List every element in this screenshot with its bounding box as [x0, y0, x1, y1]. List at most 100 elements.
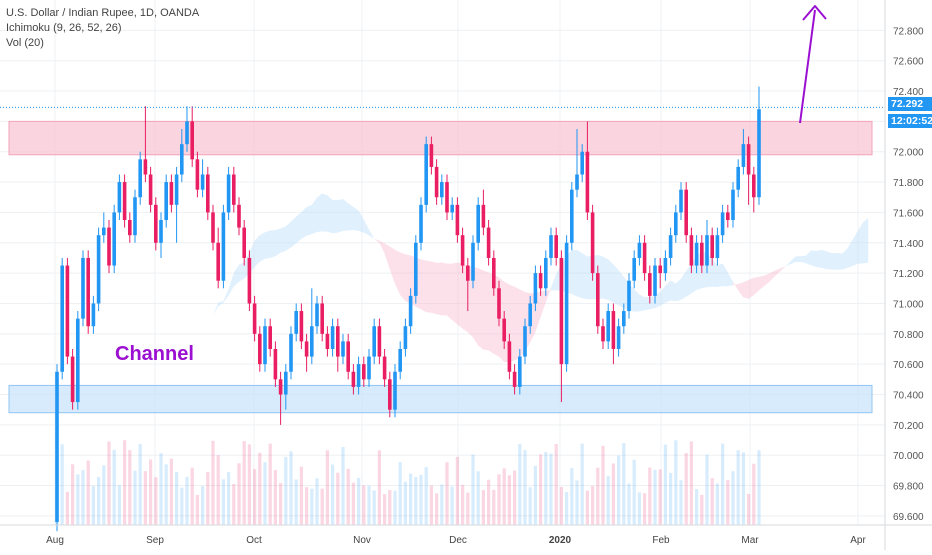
candle-body — [315, 303, 319, 327]
volume-bar — [377, 450, 381, 525]
volume-bar — [497, 474, 501, 525]
ichimoku-label: Ichimoku (9, 26, 52, 26) — [6, 22, 122, 34]
cloud-segment — [374, 238, 380, 244]
candle-body — [102, 227, 106, 236]
candle-body — [668, 235, 673, 258]
volume-bar — [461, 484, 465, 525]
cloud-segment — [296, 212, 302, 244]
candle-body — [211, 212, 215, 243]
volume-bar — [372, 490, 376, 525]
cloud-segment — [811, 250, 817, 267]
cloud-segment — [322, 193, 328, 232]
y-tick-label: 72.800 — [893, 26, 924, 37]
volume-bar — [331, 464, 335, 525]
symbol-title: U.S. Dollar / Indian Rupee, 1D, OANDA — [6, 7, 200, 19]
volume-bar — [388, 490, 392, 525]
volume-bar — [221, 479, 225, 525]
volume-bar — [195, 494, 199, 525]
candle-body — [715, 235, 720, 258]
volume-bar — [393, 490, 397, 525]
cloud-segment — [571, 249, 577, 297]
cloud-segment — [577, 249, 583, 299]
cloud-segment — [478, 268, 484, 350]
cloud-segment — [618, 270, 624, 309]
cloud-segment — [712, 259, 718, 287]
volume-bar — [237, 463, 241, 525]
cloud-segment — [831, 252, 837, 270]
volume-bar — [117, 485, 121, 525]
volume-bar — [710, 478, 714, 525]
volume-bar — [471, 454, 475, 525]
volume-bar — [533, 465, 537, 525]
candle-body — [377, 326, 382, 357]
candle-body — [528, 303, 532, 327]
volume-bar — [679, 480, 683, 525]
x-tick-label: 2020 — [549, 535, 572, 546]
cloud-segment — [748, 277, 754, 299]
cloud-segment — [447, 263, 453, 321]
volume-bar — [689, 441, 693, 525]
candle-body — [107, 227, 111, 266]
cloud-segment — [311, 197, 317, 235]
volume-bar — [606, 476, 610, 525]
volume-bar — [450, 486, 454, 525]
candle-body — [180, 144, 184, 175]
volume-bar — [216, 455, 220, 525]
candle-body — [372, 326, 376, 357]
volume-bar — [637, 492, 641, 525]
candle-body — [252, 303, 257, 334]
candle-body — [242, 227, 246, 258]
volume-bar — [669, 472, 673, 525]
candle-body — [622, 311, 626, 327]
candle-body — [741, 144, 746, 167]
volume-bar — [357, 477, 361, 525]
cloud-segment — [675, 278, 681, 302]
arrow-shaft — [799, 9, 816, 124]
candle-body — [627, 280, 631, 312]
candle-body — [185, 121, 189, 145]
cloud-segment — [421, 259, 427, 313]
candle-body — [440, 182, 444, 198]
candle-body — [632, 257, 636, 281]
volume-bar — [492, 489, 496, 525]
volume-bar — [747, 493, 751, 525]
cloud-segment — [649, 295, 655, 310]
candle-body — [419, 204, 423, 243]
volume-bar — [721, 443, 725, 525]
volume-bar — [653, 469, 657, 525]
candle-body — [398, 348, 402, 372]
candle-body — [76, 318, 80, 403]
candle-body — [658, 265, 662, 274]
volume-bar — [310, 488, 314, 525]
cloud-segment — [233, 264, 239, 287]
candle-body — [96, 235, 101, 304]
candle-body — [434, 166, 439, 198]
cloud-segment — [795, 256, 801, 263]
volume-bar — [299, 466, 303, 525]
candle-body — [445, 182, 449, 213]
candle-body — [393, 371, 397, 410]
volume-bar — [201, 486, 205, 525]
candle-body — [486, 227, 491, 258]
candle-body — [694, 242, 699, 266]
volume-bar — [383, 494, 387, 525]
candle-body — [320, 303, 324, 334]
volume-bar — [726, 480, 730, 525]
candle-body — [752, 174, 756, 198]
volume-bar — [76, 474, 80, 525]
volume-bar — [617, 455, 621, 525]
volume-bar — [279, 483, 283, 525]
volume-bar — [523, 450, 527, 525]
cloud-segment — [270, 230, 276, 258]
volume-bar — [206, 471, 210, 525]
cloud-segment — [306, 204, 312, 236]
candle-body — [705, 235, 709, 266]
volume-bar — [185, 476, 189, 525]
volume-bar — [715, 483, 719, 525]
volume-bar — [149, 459, 153, 525]
cloud-segment — [473, 266, 479, 346]
volume-bar — [455, 456, 459, 525]
candle-body — [554, 235, 558, 258]
